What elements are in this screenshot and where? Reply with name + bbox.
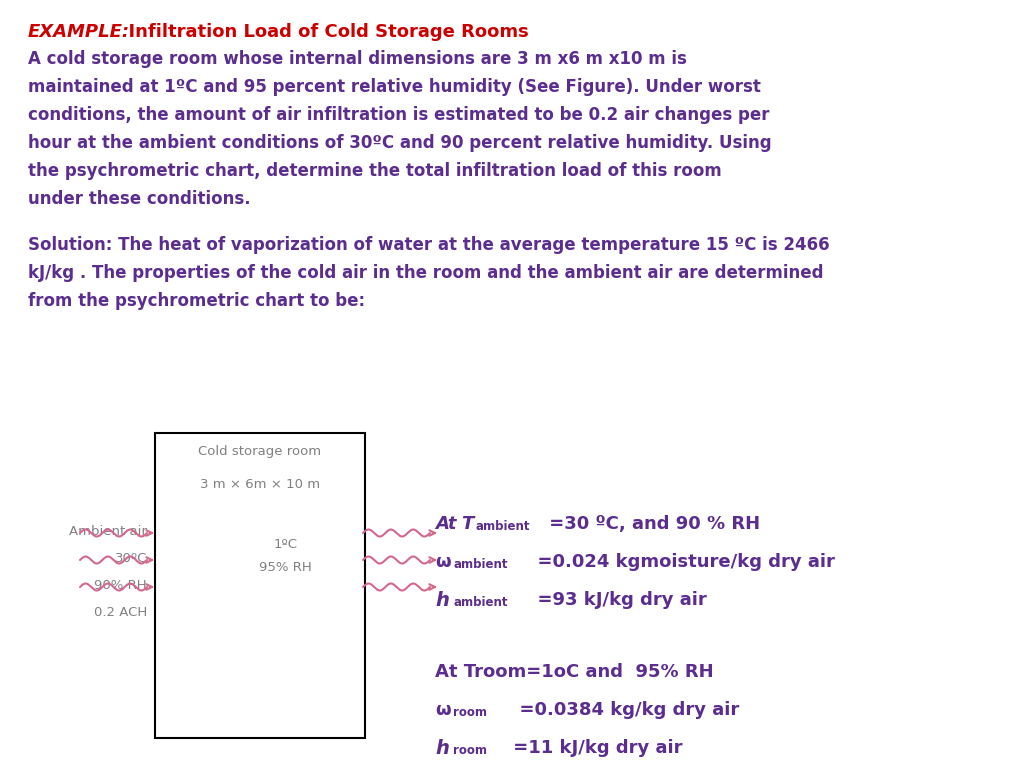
Text: EXAMPLE:: EXAMPLE: xyxy=(28,23,130,41)
Text: ω: ω xyxy=(435,701,451,719)
Text: =0.024 kgmoisture/kg dry air: =0.024 kgmoisture/kg dry air xyxy=(525,553,835,571)
Text: under these conditions.: under these conditions. xyxy=(28,190,251,208)
Text: room: room xyxy=(453,706,487,719)
Text: 1ºC: 1ºC xyxy=(273,538,297,551)
Text: =30 ºC, and 90 % RH: =30 ºC, and 90 % RH xyxy=(543,515,760,533)
Text: A cold storage room whose internal dimensions are 3 m x6 m x10 m is: A cold storage room whose internal dimen… xyxy=(28,50,687,68)
Text: ambient: ambient xyxy=(475,520,529,533)
Text: 3 m × 6m × 10 m: 3 m × 6m × 10 m xyxy=(200,478,321,491)
Text: conditions, the amount of air infiltration is estimated to be 0.2 air changes pe: conditions, the amount of air infiltrati… xyxy=(28,106,769,124)
Text: room: room xyxy=(453,744,487,757)
Text: =0.0384 kg/kg dry air: =0.0384 kg/kg dry air xyxy=(507,701,739,719)
Text: ambient: ambient xyxy=(453,558,508,571)
Text: =93 kJ/kg dry air: =93 kJ/kg dry air xyxy=(525,591,707,609)
Text: the psychrometric chart, determine the total infiltration load of this room: the psychrometric chart, determine the t… xyxy=(28,162,722,180)
Text: T: T xyxy=(461,515,473,533)
Text: 30ºC: 30ºC xyxy=(115,552,147,565)
Text: Ambient air: Ambient air xyxy=(70,525,147,538)
Text: h: h xyxy=(435,739,449,758)
Text: =11 kJ/kg dry air: =11 kJ/kg dry air xyxy=(507,739,683,757)
Text: At: At xyxy=(435,515,463,533)
Text: Infiltration Load of Cold Storage Rooms: Infiltration Load of Cold Storage Rooms xyxy=(116,23,528,41)
Text: 0.2 ACH: 0.2 ACH xyxy=(94,606,147,619)
Text: ambient: ambient xyxy=(453,596,508,609)
Text: from the psychrometric chart to be:: from the psychrometric chart to be: xyxy=(28,292,366,310)
Text: Solution: The heat of vaporization of water at the average temperature 15 ºC is : Solution: The heat of vaporization of wa… xyxy=(28,236,829,254)
Text: hour at the ambient conditions of 30ºC and 90 percent relative humidity. Using: hour at the ambient conditions of 30ºC a… xyxy=(28,134,772,152)
Text: 95% RH: 95% RH xyxy=(259,561,311,574)
Text: At Troom=1oC and  95% RH: At Troom=1oC and 95% RH xyxy=(435,663,714,681)
Text: kJ/kg . The properties of the cold air in the room and the ambient air are deter: kJ/kg . The properties of the cold air i… xyxy=(28,264,823,282)
Text: Cold storage room: Cold storage room xyxy=(199,445,322,458)
Text: h: h xyxy=(435,591,449,610)
Bar xyxy=(155,433,365,738)
Text: 90% RH: 90% RH xyxy=(94,579,147,592)
Text: ω: ω xyxy=(435,553,451,571)
Text: maintained at 1ºC and 95 percent relative humidity (See Figure). Under worst: maintained at 1ºC and 95 percent relativ… xyxy=(28,78,761,96)
